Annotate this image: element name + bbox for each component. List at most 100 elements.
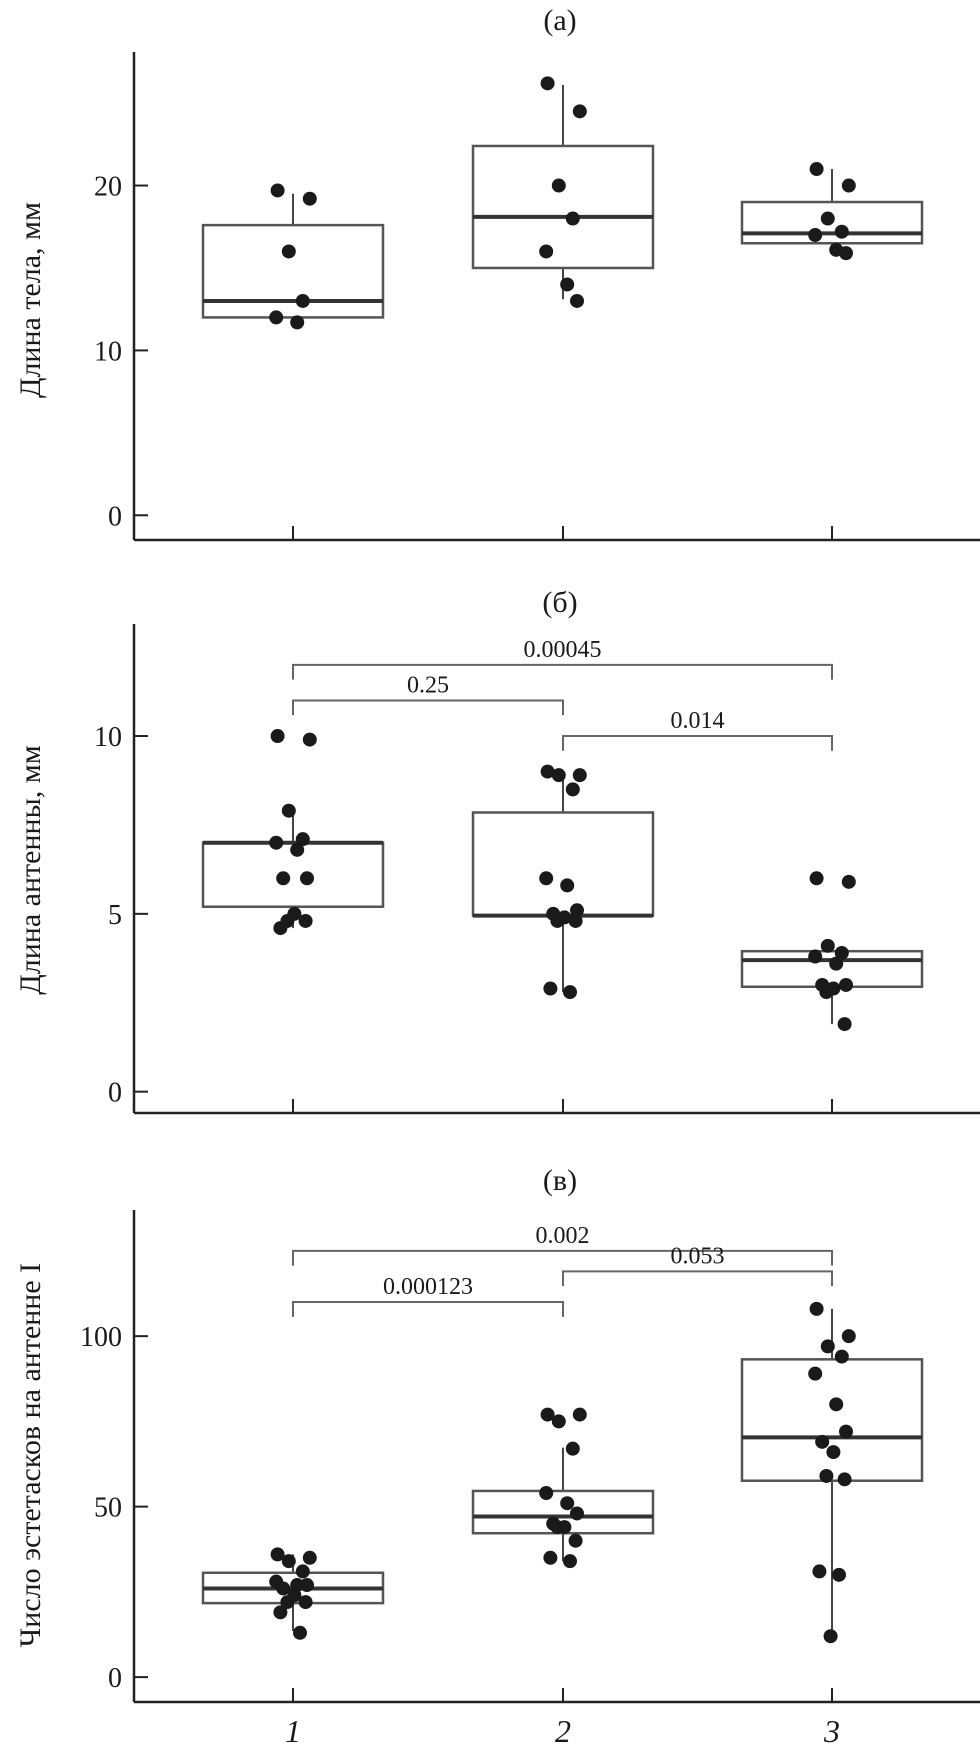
x-tick-label: 2	[555, 1713, 571, 1749]
panel-title: (в)	[543, 1164, 577, 1197]
data-point	[539, 1485, 554, 1500]
box-group-3	[740, 1308, 924, 1637]
data-point	[839, 246, 853, 261]
y-tick-label: 0	[108, 501, 122, 532]
p-value-label: 0.002	[536, 1223, 590, 1249]
data-point	[809, 871, 824, 886]
data-point	[560, 277, 575, 292]
p-value-label: 0.053	[671, 1243, 725, 1269]
data-point	[820, 938, 835, 953]
data-point	[298, 1595, 313, 1610]
data-point	[820, 211, 835, 226]
data-point	[298, 913, 313, 928]
data-point	[543, 981, 558, 996]
y-tick-label: 20	[94, 172, 122, 203]
p-value-label: 0.014	[671, 708, 725, 734]
data-point	[809, 162, 824, 177]
data-point	[281, 803, 296, 818]
data-point	[543, 1550, 558, 1565]
significance-bracket	[292, 1249, 833, 1266]
data-point	[839, 977, 853, 992]
panel-title: (б)	[542, 586, 577, 619]
data-point	[270, 183, 285, 198]
data-point	[290, 842, 305, 857]
significance-bracket	[562, 1270, 833, 1287]
data-point	[837, 1017, 852, 1032]
y-tick-label: 100	[80, 1322, 122, 1353]
box-group-2	[471, 84, 655, 300]
data-point	[572, 768, 587, 783]
panel-2: (б) Длина антенны, мм 0 5 10 0.00045 0.25 0.014	[14, 586, 980, 1115]
data-point	[841, 874, 856, 889]
data-point	[834, 1349, 849, 1364]
data-point	[572, 1407, 587, 1422]
data-point	[570, 1506, 584, 1521]
p-value-label: 0.00045	[524, 637, 602, 663]
y-tick-label: 0	[108, 1078, 122, 1109]
data-point	[570, 293, 584, 308]
y-tick-label: 50	[94, 1493, 122, 1524]
data-point	[281, 244, 296, 259]
significance-bracket	[292, 699, 564, 716]
data-point	[819, 985, 834, 1000]
panel-1: (a) Длина тела, мм 0 10 20	[14, 4, 980, 542]
panel-title: (a)	[543, 4, 576, 37]
data-point	[302, 732, 317, 747]
data-point	[269, 835, 284, 850]
data-point	[273, 1605, 288, 1620]
data-point	[829, 956, 844, 971]
data-point	[270, 729, 285, 744]
y-tick-label: 0	[108, 1663, 122, 1694]
data-point	[273, 921, 288, 936]
data-point	[568, 913, 583, 928]
data-point	[551, 768, 566, 783]
y-tick-label: 10	[94, 722, 122, 753]
significance-bracket	[562, 735, 833, 751]
significance-bracket	[292, 1301, 564, 1317]
data-point	[808, 228, 823, 242]
data-point	[808, 949, 823, 964]
data-point	[551, 178, 566, 193]
data-point	[570, 903, 584, 918]
data-point	[832, 1567, 846, 1582]
significance-bracket	[292, 663, 833, 680]
box	[471, 144, 655, 270]
data-point	[563, 985, 577, 1000]
y-tick-label: 10	[94, 336, 122, 367]
data-point	[540, 764, 555, 779]
data-point	[565, 782, 580, 797]
data-point	[276, 871, 291, 886]
data-point	[270, 1547, 285, 1562]
data-point	[550, 913, 565, 928]
data-point	[302, 191, 317, 206]
data-point	[841, 178, 856, 193]
data-point	[560, 878, 575, 893]
data-point	[829, 1397, 844, 1412]
data-point	[295, 832, 310, 847]
data-point	[568, 1533, 583, 1548]
data-point	[834, 945, 849, 960]
data-point	[826, 1445, 841, 1460]
x-tick-label: 3	[823, 1713, 840, 1749]
data-point	[834, 224, 849, 239]
data-point	[281, 1554, 296, 1569]
p-value-label: 0.000123	[383, 1274, 473, 1300]
y-tick-label: 5	[108, 900, 122, 931]
box-group-1	[201, 193, 385, 328]
data-point	[572, 104, 587, 119]
data-point	[539, 244, 554, 259]
data-point	[551, 1414, 566, 1429]
data-point	[276, 1581, 291, 1596]
data-point	[540, 1407, 555, 1422]
data-point	[302, 1550, 317, 1565]
data-point	[539, 871, 554, 886]
data-point	[808, 1366, 823, 1381]
data-point	[823, 1629, 838, 1644]
y-axis-label: Длина антенны, мм	[14, 745, 47, 994]
data-point	[300, 1578, 314, 1593]
data-point	[560, 1496, 575, 1511]
data-point	[540, 76, 555, 91]
p-value-label: 0.25	[407, 672, 449, 698]
